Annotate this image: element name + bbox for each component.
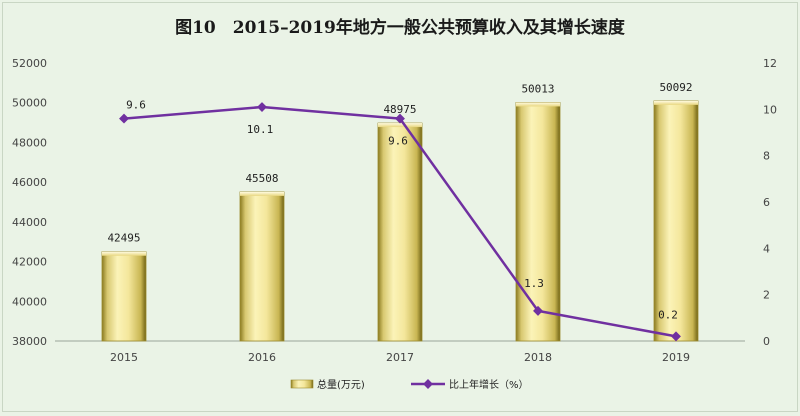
left-axis-tick-label: 50000 xyxy=(12,97,47,110)
x-axis-tick-label: 2018 xyxy=(524,351,552,364)
right-axis-tick-label: 4 xyxy=(763,242,770,255)
x-axis-tick-label: 2016 xyxy=(248,351,276,364)
x-axis-tick-label: 2015 xyxy=(110,351,138,364)
left-axis-tick-label: 46000 xyxy=(12,176,47,189)
bar-top-highlight xyxy=(102,251,146,256)
bar xyxy=(515,102,561,342)
bar-data-labels: 42495 45508 48975 50013 50092 xyxy=(107,81,692,245)
right-axis-tick-label: 2 xyxy=(763,289,770,302)
line-data-label: 10.1 xyxy=(247,123,274,136)
x-axis-tick-label: 2019 xyxy=(662,351,690,364)
bar-data-label: 50013 xyxy=(521,82,554,95)
line-point-marker xyxy=(671,331,681,342)
left-axis-tick-label: 48000 xyxy=(12,136,47,149)
line-point-marker xyxy=(119,113,129,124)
x-axis-tick-label: 2017 xyxy=(386,351,414,364)
left-axis-tick-label: 52000 xyxy=(12,57,47,70)
left-axis-tick-label: 42000 xyxy=(12,256,47,269)
left-axis-tick-label: 44000 xyxy=(12,216,47,229)
left-axis-ticks: 38000 40000 42000 44000 46000 48000 50000 52000 xyxy=(12,57,47,348)
right-axis-tick-label: 6 xyxy=(763,196,770,209)
legend: 总量(万元) 比上年增长（%） xyxy=(290,378,529,391)
bar-data-label: 45508 xyxy=(245,172,278,185)
legend-bar-swatch xyxy=(290,379,314,389)
line-point-marker xyxy=(257,102,267,112)
right-axis-tick-label: 12 xyxy=(763,57,777,70)
line-data-label: 9.6 xyxy=(388,135,408,148)
line-data-label: 9.6 xyxy=(126,99,146,112)
legend-label-bar: 总量(万元) xyxy=(317,378,365,391)
line-point-marker xyxy=(533,305,543,316)
bar-data-label: 50092 xyxy=(659,81,692,94)
bar xyxy=(653,100,699,342)
right-axis-ticks: 0 2 4 6 8 10 12 xyxy=(763,57,777,348)
right-axis-tick-label: 10 xyxy=(763,103,777,116)
bar xyxy=(101,251,147,342)
right-axis-tick-label: 0 xyxy=(763,335,770,348)
bar-top-highlight xyxy=(654,100,698,105)
bar xyxy=(239,191,285,342)
bar-top-highlight xyxy=(516,102,560,107)
bar xyxy=(377,122,423,342)
legend-label-line: 比上年增长（%） xyxy=(449,378,529,391)
bar-series xyxy=(101,100,699,342)
left-axis-tick-label: 40000 xyxy=(12,295,47,308)
bar-data-label: 48975 xyxy=(383,103,416,116)
chart-title: 图10 2015–2019年地方一般公共预算收入及其增长速度 xyxy=(175,18,625,38)
line-data-labels: 9.6 10.1 9.6 1.3 0.2 xyxy=(126,99,678,322)
bar-top-highlight xyxy=(240,191,284,196)
line-data-label: 0.2 xyxy=(658,308,678,321)
bar-data-label: 42495 xyxy=(107,232,140,245)
right-axis-tick-label: 8 xyxy=(763,150,770,163)
bar-top-highlight xyxy=(378,123,422,128)
x-axis: 2015 2016 2017 2018 2019 xyxy=(55,340,745,364)
legend-line-marker xyxy=(423,379,433,389)
combo-chart: 38000 40000 42000 44000 46000 48000 50000 52000… xyxy=(12,57,777,391)
line-data-label: 1.3 xyxy=(524,277,544,290)
left-axis-tick-label: 38000 xyxy=(12,335,47,348)
